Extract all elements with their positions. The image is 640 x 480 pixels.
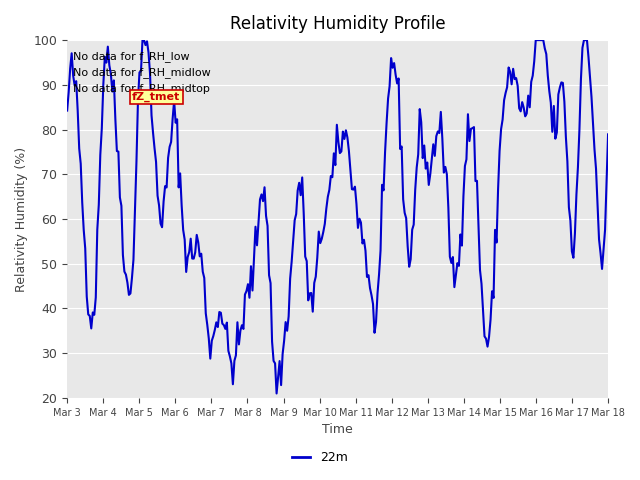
Text: No data for f_RH_midlow: No data for f_RH_midlow — [72, 67, 211, 78]
X-axis label: Time: Time — [322, 423, 353, 436]
Legend: 22m: 22m — [287, 446, 353, 469]
Y-axis label: Relativity Humidity (%): Relativity Humidity (%) — [15, 146, 28, 291]
Text: No data for f_RH_midtop: No data for f_RH_midtop — [72, 83, 209, 94]
Text: fZ_tmet: fZ_tmet — [132, 92, 180, 102]
Text: No data for f_RH_low: No data for f_RH_low — [72, 51, 189, 62]
Title: Relativity Humidity Profile: Relativity Humidity Profile — [230, 15, 445, 33]
